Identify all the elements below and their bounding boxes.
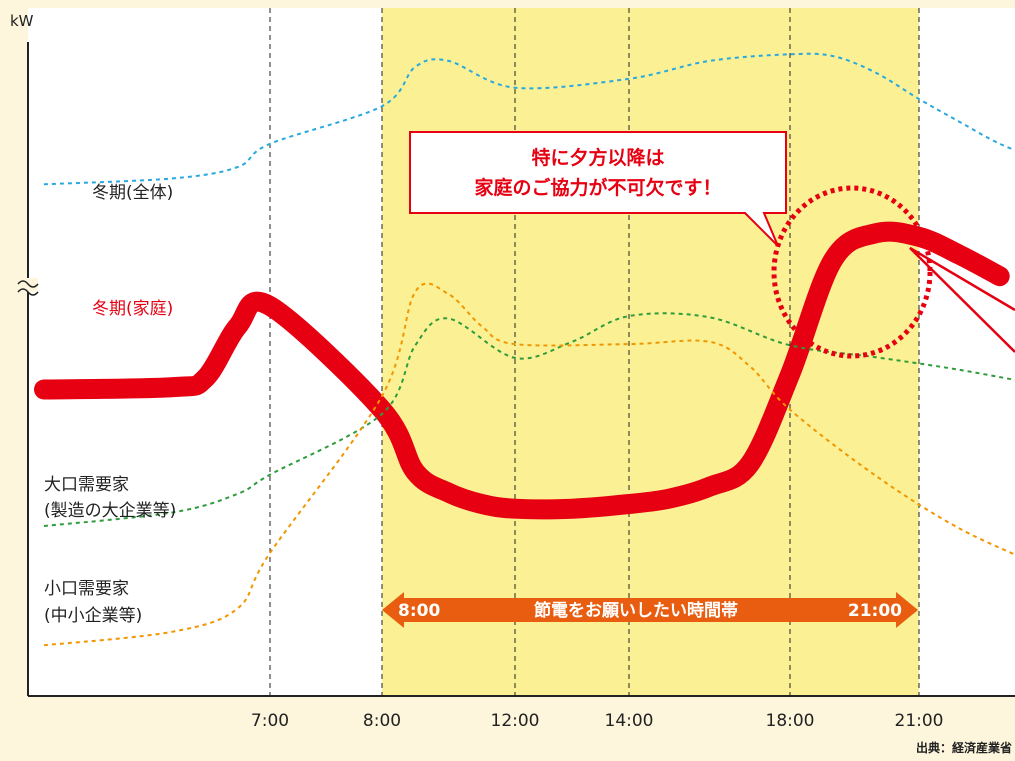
highlight-band — [382, 8, 919, 696]
evening-peak-circle — [771, 185, 933, 359]
x-tick-7: 7:00 — [251, 711, 289, 731]
arrow-start-label: 8:00 — [398, 601, 440, 621]
callout-box: 特に夕方以降は 家庭のご協力が不可欠です！ — [409, 131, 787, 247]
series-line-2 — [43, 312, 1015, 527]
callout-line2: 家庭のご協力が不可欠です！ — [474, 176, 721, 199]
arrow-text: 節電をお願いしたい時間帯 — [533, 600, 738, 621]
label-small-line2: (中小企業等) — [44, 606, 142, 626]
axis-break-mark — [17, 278, 39, 296]
x-tick-21: 21:00 — [895, 711, 944, 731]
x-tick-8: 8:00 — [363, 711, 401, 731]
y-axis-unit: kW — [10, 12, 34, 30]
pointer-lines — [909, 246, 1015, 353]
series-layer — [34, 52, 1015, 647]
callout-line1: 特に夕方以降は — [531, 146, 664, 169]
x-tick-14: 14:00 — [605, 711, 654, 731]
label-small-line1: 小口需要家 — [44, 579, 129, 599]
source-note: 出典：経済産業省 — [916, 740, 1012, 755]
label-home: 冬期(家庭) — [92, 299, 173, 319]
series-line-home — [34, 221, 1010, 520]
timeband-arrow: 8:00 節電をお願いしたい時間帯 21:00 — [382, 592, 918, 628]
arrow-end-label: 21:00 — [848, 601, 902, 621]
x-tick-labels: 7:00 8:00 12:00 14:00 18:00 21:00 — [251, 711, 944, 731]
series-line-0 — [43, 52, 1015, 186]
x-tick-12: 12:00 — [491, 711, 540, 731]
label-overall: 冬期(全体) — [92, 183, 173, 203]
x-tick-18: 18:00 — [766, 711, 815, 731]
label-large-line2: (製造の大企業等) — [44, 501, 176, 521]
label-large-line1: 大口需要家 — [44, 475, 129, 495]
series-line-3 — [43, 282, 1015, 647]
